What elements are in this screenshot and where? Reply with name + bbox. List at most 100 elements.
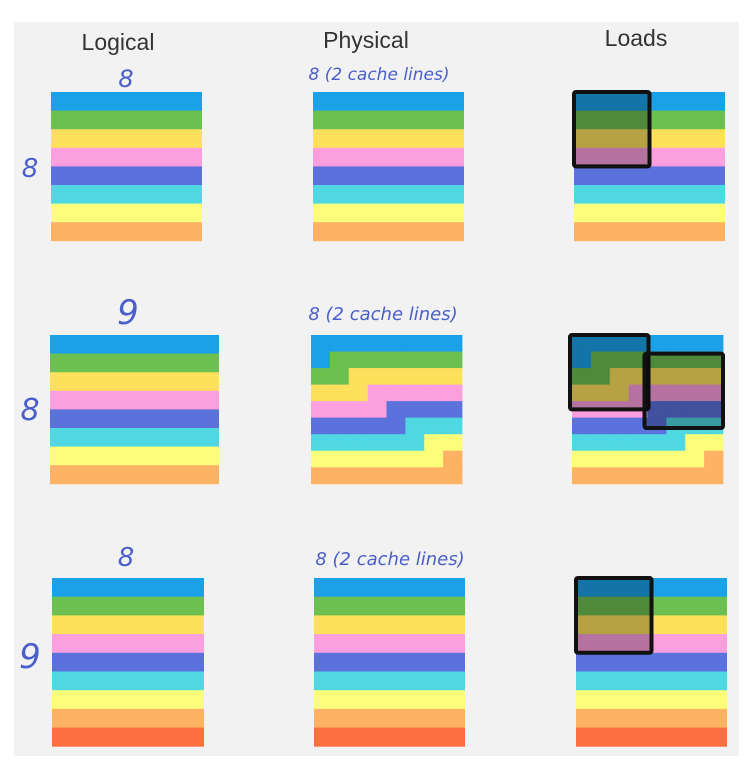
loads-cell bbox=[685, 368, 705, 385]
loads-cell bbox=[628, 467, 648, 485]
loads-cell bbox=[572, 384, 592, 402]
logical-row-1 bbox=[50, 335, 219, 354]
loads-cell bbox=[666, 368, 686, 385]
loads-cell bbox=[685, 401, 705, 419]
physical-cell bbox=[424, 384, 444, 402]
logical-row-1 bbox=[51, 92, 202, 111]
loads-cell bbox=[704, 467, 724, 485]
physical-cell bbox=[311, 417, 331, 435]
logical-row-4 bbox=[50, 390, 219, 410]
physical-cell bbox=[311, 351, 331, 369]
loads-cell bbox=[572, 351, 592, 369]
loads-cell bbox=[590, 434, 611, 452]
physical-cell bbox=[367, 417, 387, 435]
physical-row-8 bbox=[314, 708, 465, 728]
row1-logical-height-label: 8 bbox=[22, 154, 39, 184]
physical-row-2 bbox=[314, 596, 465, 616]
header-loads: Loads bbox=[605, 25, 668, 51]
physical-cell bbox=[311, 434, 331, 452]
loads-cell bbox=[609, 335, 630, 352]
logical-row-5 bbox=[51, 166, 202, 186]
loads-cell bbox=[572, 467, 592, 485]
physical-cell bbox=[348, 351, 369, 369]
physical-row-6 bbox=[313, 185, 464, 204]
physical-cell bbox=[405, 368, 425, 385]
physical-row-7 bbox=[314, 690, 465, 710]
physical-cell bbox=[386, 351, 406, 369]
logical-row-5 bbox=[50, 409, 219, 429]
loads-cell bbox=[609, 417, 630, 435]
loads-cell bbox=[666, 434, 686, 452]
row1-logical-width-label: 8 bbox=[118, 65, 133, 93]
logical-row-7 bbox=[51, 203, 202, 223]
logical-row-8 bbox=[52, 708, 204, 728]
loads-row-8 bbox=[576, 708, 727, 728]
physical-cell bbox=[348, 368, 369, 385]
loads-cell bbox=[704, 335, 724, 352]
physical-cell bbox=[405, 401, 425, 419]
physical-cell bbox=[443, 368, 463, 385]
loads-cell bbox=[590, 417, 611, 435]
loads-cell bbox=[666, 351, 686, 369]
logical-row-9 bbox=[52, 727, 204, 747]
physical-cell bbox=[329, 434, 350, 452]
loads-cell bbox=[590, 368, 611, 385]
loads-cell bbox=[704, 434, 724, 452]
physical-row-6 bbox=[314, 671, 465, 691]
loads-cell bbox=[647, 351, 667, 369]
loads-cell bbox=[628, 335, 648, 352]
physical-cell bbox=[386, 335, 406, 352]
physical-cell bbox=[348, 417, 369, 435]
loads-cell bbox=[666, 450, 686, 468]
loads-cell bbox=[685, 384, 705, 402]
logical-row-2 bbox=[50, 353, 219, 373]
physical-cell bbox=[424, 351, 444, 369]
physical-cell bbox=[367, 384, 387, 402]
loads-cell bbox=[647, 450, 667, 468]
loads-cell bbox=[609, 434, 630, 452]
physical-cell bbox=[405, 417, 425, 435]
loads-cell bbox=[609, 467, 630, 485]
logical-row-3 bbox=[52, 615, 204, 635]
logical-row-5 bbox=[52, 652, 204, 672]
loads-row-6 bbox=[576, 671, 727, 691]
physical-cell bbox=[386, 368, 406, 385]
loads-row-9 bbox=[576, 727, 727, 747]
physical-cell bbox=[348, 335, 369, 352]
physical-cell bbox=[443, 467, 463, 485]
physical-cell bbox=[348, 450, 369, 468]
physical-cell bbox=[329, 368, 350, 385]
loads-cell bbox=[704, 401, 724, 419]
physical-cell bbox=[329, 401, 350, 419]
physical-cell bbox=[424, 450, 444, 468]
physical-row-2 bbox=[313, 110, 464, 130]
physical-cell bbox=[329, 351, 350, 369]
physical-cell bbox=[386, 384, 406, 402]
physical-cell bbox=[311, 384, 331, 402]
logical-row-4 bbox=[51, 147, 202, 167]
loads-cell bbox=[609, 351, 630, 369]
loads-cell bbox=[647, 467, 667, 485]
loads-cell bbox=[704, 450, 724, 468]
loads-cell bbox=[647, 368, 667, 385]
physical-cell bbox=[424, 434, 444, 452]
header-logical: Logical bbox=[82, 29, 155, 55]
physical-cell bbox=[424, 335, 444, 352]
physical-cell bbox=[329, 335, 350, 352]
loads-row-8 bbox=[574, 222, 725, 242]
physical-cell bbox=[443, 384, 463, 402]
physical-cell bbox=[405, 335, 425, 352]
loads-cell bbox=[685, 335, 705, 352]
row3-logical-width-label: 8 bbox=[118, 543, 135, 573]
physical-row-1 bbox=[314, 578, 465, 598]
logical-row-6 bbox=[51, 185, 202, 204]
physical-cell bbox=[443, 335, 463, 352]
row2-logical-height-label: 8 bbox=[20, 393, 39, 428]
load-tile-1 bbox=[568, 333, 651, 412]
physical-cell bbox=[329, 450, 350, 468]
physical-cell bbox=[405, 467, 425, 485]
physical-row-9 bbox=[314, 727, 465, 747]
loads-cell bbox=[572, 417, 592, 435]
physical-cell bbox=[443, 434, 463, 452]
physical-cell bbox=[424, 417, 444, 435]
